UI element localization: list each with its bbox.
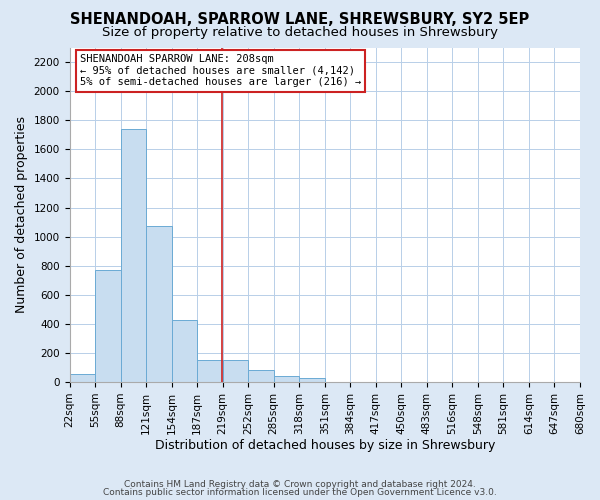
X-axis label: Distribution of detached houses by size in Shrewsbury: Distribution of detached houses by size …	[155, 440, 495, 452]
Bar	[121, 129, 146, 382]
Y-axis label: Number of detached properties: Number of detached properties	[15, 116, 28, 314]
Text: SHENANDOAH, SPARROW LANE, SHREWSBURY, SY2 5EP: SHENANDOAH, SPARROW LANE, SHREWSBURY, SY…	[70, 12, 530, 28]
Text: Contains public sector information licensed under the Open Government Licence v3: Contains public sector information licen…	[103, 488, 497, 497]
Bar	[197, 360, 223, 382]
Bar	[95, 270, 121, 382]
Bar	[146, 226, 172, 382]
Bar	[299, 378, 325, 382]
Bar	[274, 376, 299, 382]
Text: SHENANDOAH SPARROW LANE: 208sqm
← 95% of detached houses are smaller (4,142)
5% : SHENANDOAH SPARROW LANE: 208sqm ← 95% of…	[80, 54, 361, 88]
Bar	[172, 320, 197, 382]
Text: Contains HM Land Registry data © Crown copyright and database right 2024.: Contains HM Land Registry data © Crown c…	[124, 480, 476, 489]
Bar	[223, 360, 248, 382]
Text: Size of property relative to detached houses in Shrewsbury: Size of property relative to detached ho…	[102, 26, 498, 39]
Bar	[248, 370, 274, 382]
Bar	[70, 374, 95, 382]
